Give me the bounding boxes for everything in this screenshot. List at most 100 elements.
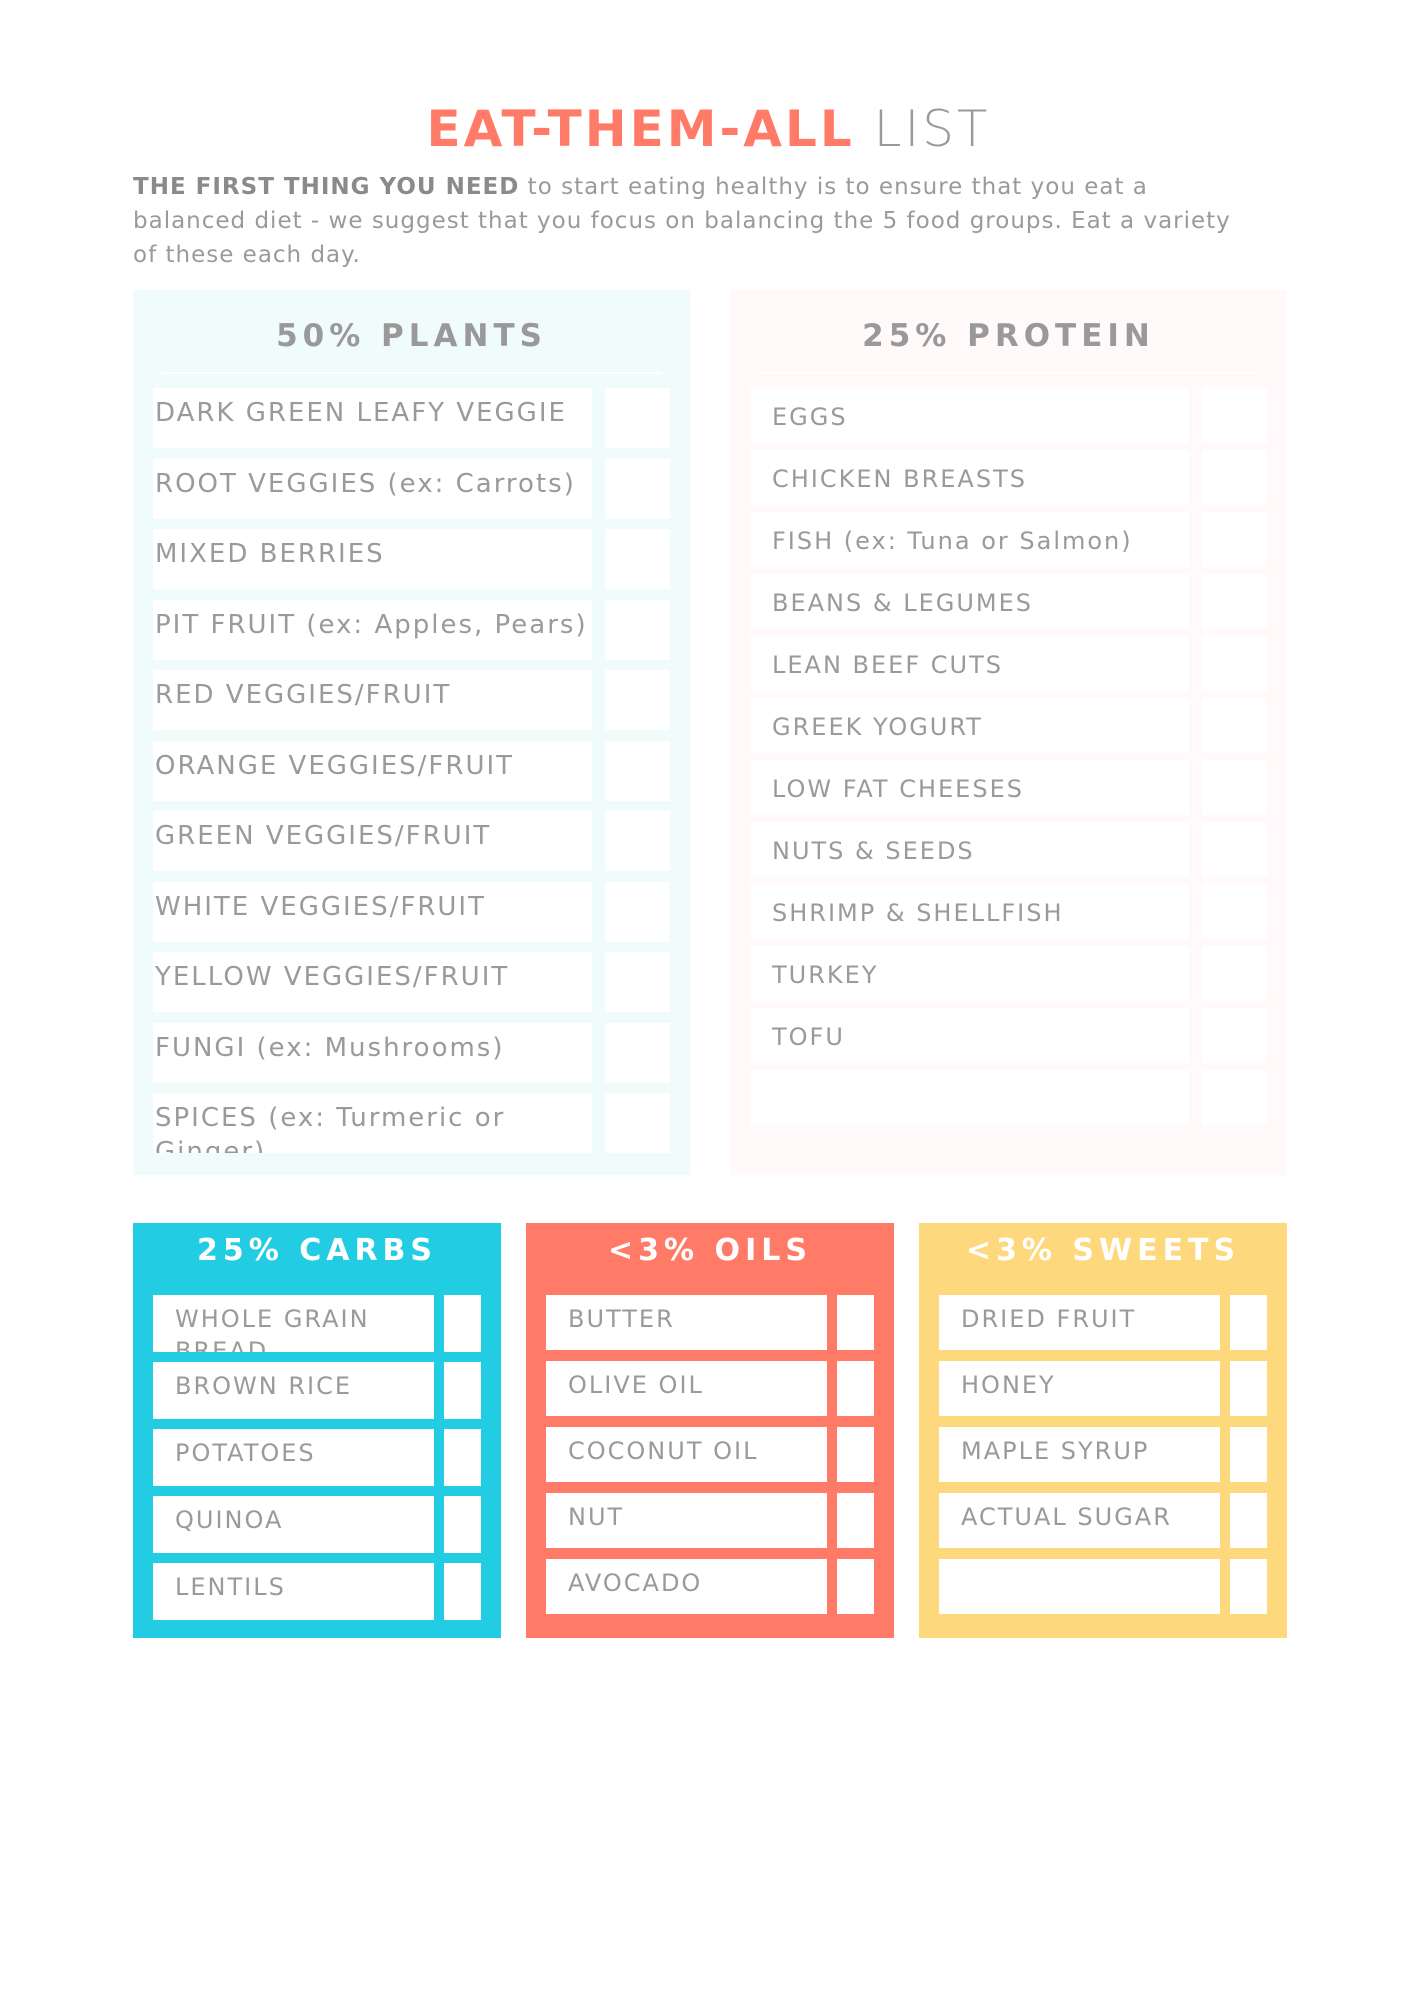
protein-item-label[interactable]: NUTS & SEEDS xyxy=(750,822,1189,877)
plants-list-item: FUNGI (ex: Mushrooms) xyxy=(153,1022,670,1083)
checkbox[interactable] xyxy=(1230,1427,1267,1482)
checkbox[interactable] xyxy=(837,1295,874,1350)
oils-item-label[interactable]: AVOCADO xyxy=(546,1559,828,1614)
checkbox[interactable] xyxy=(605,529,670,589)
protein-item-label[interactable]: LOW FAT CHEESES xyxy=(750,760,1189,815)
checkbox[interactable] xyxy=(605,740,670,801)
carbs-item-label[interactable]: WHOLE GRAIN BREAD xyxy=(153,1295,435,1352)
plants-list-item: SPICES (ex: Turmeric or Ginger) xyxy=(153,1093,670,1153)
oils-item-label[interactable]: NUT xyxy=(546,1493,828,1548)
checkbox[interactable] xyxy=(1202,1008,1267,1063)
checkbox[interactable] xyxy=(605,458,670,519)
checkbox[interactable] xyxy=(837,1559,874,1614)
carbs-list-item: QUINOA xyxy=(153,1496,481,1553)
checkbox[interactable] xyxy=(1230,1493,1267,1548)
protein-item-label[interactable]: TURKEY xyxy=(750,946,1189,1001)
title-highlight: EAT-THEM-ALL xyxy=(426,100,855,158)
protein-item-label[interactable]: EGGS xyxy=(750,388,1189,443)
checkbox[interactable] xyxy=(444,1563,481,1620)
oils-list-item: AVOCADO xyxy=(546,1559,874,1614)
title-rest: LIST xyxy=(873,100,991,158)
checkbox[interactable] xyxy=(444,1429,481,1486)
plants-list-item: DARK GREEN LEAFY VEGGIE xyxy=(153,388,670,448)
checkbox[interactable] xyxy=(605,1093,670,1153)
carbs-item-label[interactable]: POTATOES xyxy=(153,1429,435,1486)
plants-item-label[interactable]: DARK GREEN LEAFY VEGGIE xyxy=(153,388,592,448)
sweets-item-label[interactable] xyxy=(939,1559,1221,1614)
checkbox[interactable] xyxy=(1202,1070,1267,1125)
carbs-list-item: POTATOES xyxy=(153,1429,481,1486)
plants-item-label[interactable]: MIXED BERRIES xyxy=(153,529,592,589)
checkbox[interactable] xyxy=(1230,1361,1267,1416)
plants-item-label[interactable]: FUNGI (ex: Mushrooms) xyxy=(153,1022,592,1083)
protein-list-item: LOW FAT CHEESES xyxy=(750,760,1267,815)
protein-panel: 25% PROTEIN EGGS CHICKEN BREASTS FISH (ex:… xyxy=(730,290,1287,1175)
plants-item-label[interactable]: YELLOW VEGGIES/FRUIT xyxy=(153,952,592,1012)
carbs-item-label[interactable]: QUINOA xyxy=(153,1496,435,1553)
sweets-panel: <3% SWEETS DRIED FRUIT HONEY MAPLE SYRUP AC… xyxy=(919,1223,1287,1638)
divider xyxy=(161,372,662,374)
checkbox[interactable] xyxy=(1230,1559,1267,1614)
checkbox[interactable] xyxy=(605,952,670,1012)
oils-item-label[interactable]: BUTTER xyxy=(546,1295,828,1350)
checkbox[interactable] xyxy=(444,1496,481,1553)
plants-item-label[interactable]: PIT FRUIT (ex: Apples, Pears) xyxy=(153,599,592,660)
protein-item-label[interactable]: TOFU xyxy=(750,1008,1189,1063)
protein-item-label[interactable]: BEANS & LEGUMES xyxy=(750,574,1189,629)
checkbox[interactable] xyxy=(605,811,670,871)
checkbox[interactable] xyxy=(605,599,670,660)
protein-item-label[interactable]: SHRIMP & SHELLFISH xyxy=(750,884,1189,939)
checkbox[interactable] xyxy=(605,1022,670,1083)
checkbox[interactable] xyxy=(1202,884,1267,939)
sweets-item-label[interactable]: ACTUAL SUGAR xyxy=(939,1493,1221,1548)
plants-item-label[interactable]: SPICES (ex: Turmeric or Ginger) xyxy=(153,1093,592,1153)
protein-list-item: CHICKEN BREASTS xyxy=(750,450,1267,505)
sweets-item-label[interactable]: DRIED FRUIT xyxy=(939,1295,1221,1350)
checkbox[interactable] xyxy=(1202,512,1267,567)
checkbox[interactable] xyxy=(1202,388,1267,443)
oils-item-label[interactable]: COCONUT OIL xyxy=(546,1427,828,1482)
checkbox[interactable] xyxy=(1202,946,1267,1001)
carbs-item-label[interactable]: LENTILS xyxy=(153,1563,435,1620)
plants-item-label[interactable]: WHITE VEGGIES/FRUIT xyxy=(153,881,592,942)
plants-list-item: WHITE VEGGIES/FRUIT xyxy=(153,881,670,942)
protein-item-label[interactable]: LEAN BEEF CUTS xyxy=(750,636,1189,691)
protein-list-item: NUTS & SEEDS xyxy=(750,822,1267,877)
carbs-item-label[interactable]: BROWN RICE xyxy=(153,1362,435,1419)
checkbox[interactable] xyxy=(1202,574,1267,629)
checkbox[interactable] xyxy=(1230,1295,1267,1350)
plants-item-label[interactable]: ORANGE VEGGIES/FRUIT xyxy=(153,740,592,801)
protein-item-label[interactable]: CHICKEN BREASTS xyxy=(750,450,1189,505)
protein-list-item xyxy=(750,1070,1267,1125)
oils-list-item: COCONUT OIL xyxy=(546,1427,874,1482)
protein-list-item: BEANS & LEGUMES xyxy=(750,574,1267,629)
checkbox[interactable] xyxy=(1202,636,1267,691)
checkbox[interactable] xyxy=(1202,698,1267,753)
protein-item-label[interactable] xyxy=(750,1070,1189,1125)
checkbox[interactable] xyxy=(1202,822,1267,877)
plants-list-item: ORANGE VEGGIES/FRUIT xyxy=(153,740,670,801)
checkbox[interactable] xyxy=(837,1493,874,1548)
plants-item-label[interactable]: ROOT VEGGIES (ex: Carrots) xyxy=(153,458,592,519)
checkbox[interactable] xyxy=(1202,450,1267,505)
sweets-item-label[interactable]: HONEY xyxy=(939,1361,1221,1416)
oils-item-label[interactable]: OLIVE OIL xyxy=(546,1361,828,1416)
checkbox[interactable] xyxy=(1202,760,1267,815)
protein-list-item: TOFU xyxy=(750,1008,1267,1063)
plants-list-item: ROOT VEGGIES (ex: Carrots) xyxy=(153,458,670,519)
checkbox[interactable] xyxy=(605,881,670,942)
carbs-list-item: BROWN RICE xyxy=(153,1362,481,1419)
checkbox[interactable] xyxy=(444,1362,481,1419)
protein-item-label[interactable]: FISH (ex: Tuna or Salmon) xyxy=(750,512,1189,567)
protein-list-item: LEAN BEEF CUTS xyxy=(750,636,1267,691)
checkbox[interactable] xyxy=(837,1427,874,1482)
intro-bold: THE FIRST THING YOU NEED xyxy=(133,174,520,200)
checkbox[interactable] xyxy=(605,670,670,730)
checkbox[interactable] xyxy=(837,1361,874,1416)
plants-item-label[interactable]: RED VEGGIES/FRUIT xyxy=(153,670,592,730)
checkbox[interactable] xyxy=(605,388,670,448)
checkbox[interactable] xyxy=(444,1295,481,1352)
plants-item-label[interactable]: GREEN VEGGIES/FRUIT xyxy=(153,811,592,871)
sweets-item-label[interactable]: MAPLE SYRUP xyxy=(939,1427,1221,1482)
protein-item-label[interactable]: GREEK YOGURT xyxy=(750,698,1189,753)
